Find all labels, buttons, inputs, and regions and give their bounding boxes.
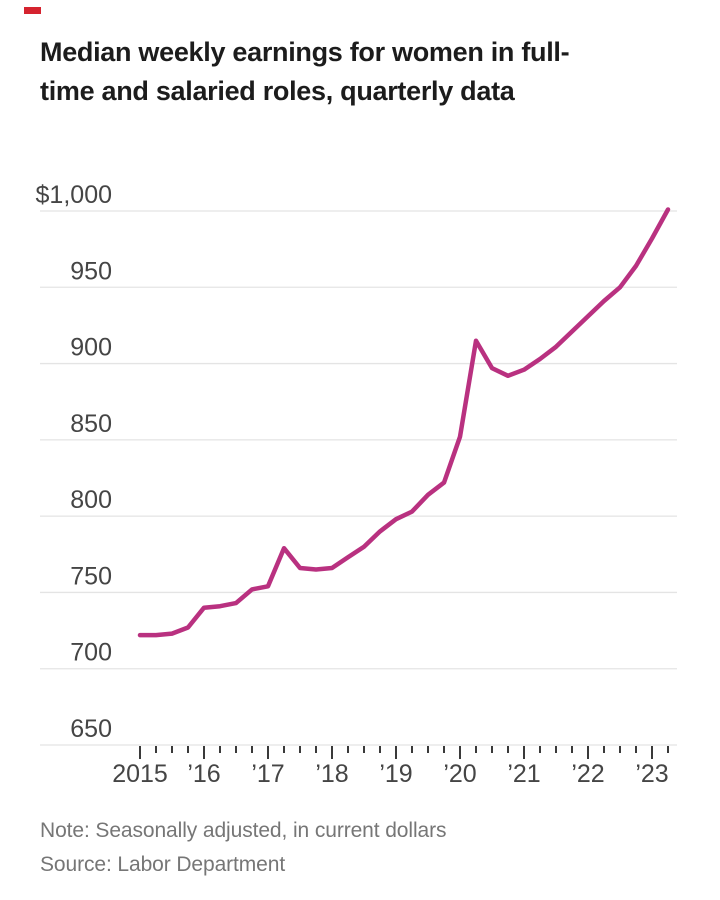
footnotes: Note: Seasonally adjusted, in current do… — [40, 814, 447, 882]
x-axis-label: ’19 — [379, 760, 412, 788]
y-axis-label: 900 — [70, 334, 112, 362]
chart-title-line-2: time and salaried roles, quarterly data — [40, 76, 515, 106]
y-axis-label: 750 — [70, 562, 112, 590]
x-axis-label: ’17 — [251, 760, 284, 788]
x-axis-label: ’21 — [507, 760, 540, 788]
chart-title-line-1: Median weekly earnings for women in full… — [40, 37, 570, 67]
x-axis-label: ’23 — [635, 760, 668, 788]
chart-title: Median weekly earnings for women in full… — [40, 33, 680, 111]
brand-red-dash — [24, 7, 41, 14]
y-axis-label: 700 — [70, 639, 112, 667]
x-axis-label: ’16 — [187, 760, 220, 788]
earnings-line — [137, 207, 671, 638]
note-text: Note: Seasonally adjusted, in current do… — [40, 819, 447, 842]
y-axis-label: 850 — [70, 410, 112, 438]
y-axis-label: $1,000 — [36, 181, 112, 209]
y-axis-label: 650 — [70, 715, 112, 743]
x-axis-label: ’20 — [443, 760, 476, 788]
x-axis-label: 2015 — [112, 760, 168, 788]
source-text: Source: Labor Department — [40, 853, 286, 876]
y-axis-label: 800 — [70, 486, 112, 514]
y-axis-label: 950 — [70, 257, 112, 285]
x-axis-label: ’22 — [571, 760, 604, 788]
x-axis-label: ’18 — [315, 760, 348, 788]
